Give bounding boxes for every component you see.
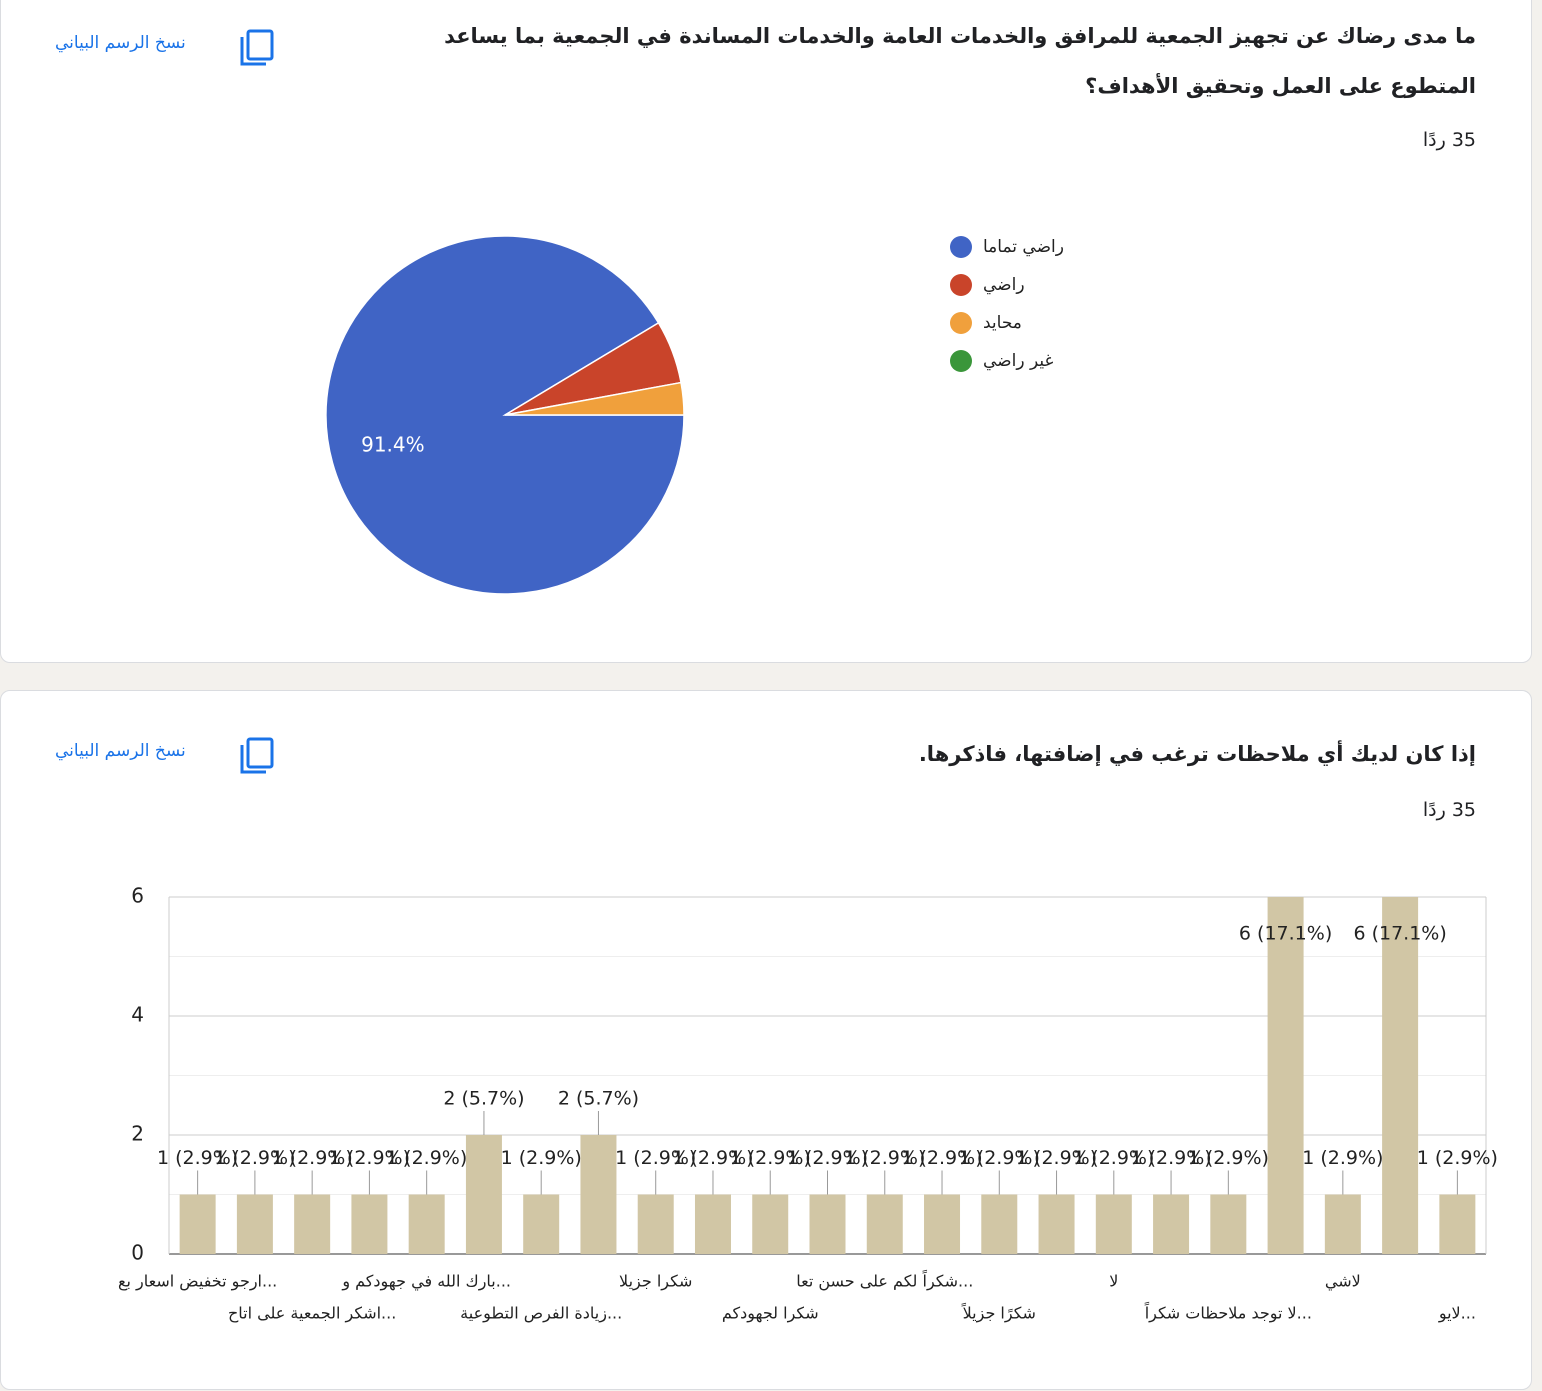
x-tick-label: شكرا لجهودكم xyxy=(722,1304,819,1324)
card: إذا كان لديك أي ملاحظات ترغب في إضافتها،… xyxy=(0,690,1532,1390)
value-label: 1 (2.9%) xyxy=(386,1147,467,1169)
x-tick-label: ارجو تخفيض اسعار بع... xyxy=(118,1272,277,1292)
legend-swatch xyxy=(950,236,972,258)
bar-chart: 0 2 4 6 1 (2.9%) ارجو تخفيض اسعار بع... 1 (2.9… xyxy=(118,884,1498,1324)
legend-label: محايد xyxy=(983,313,1022,333)
bar xyxy=(1210,1194,1247,1254)
bar xyxy=(1382,897,1419,1254)
legend-swatch xyxy=(950,312,972,334)
pie-chart: 91.4% راضي تماما راضي محايد غير راضي xyxy=(325,235,1064,595)
value-label: 1 (2.9%) xyxy=(1073,1147,1154,1169)
bar xyxy=(981,1194,1018,1254)
y-tick-label: 4 xyxy=(131,1003,144,1027)
value-label: 1 (2.9%) xyxy=(157,1147,238,1169)
response-count: 35 ردًا xyxy=(1422,129,1476,151)
value-label: 6 (17.1%) xyxy=(1239,923,1332,945)
x-tick-label: اشكر الجمعية على اتاح... xyxy=(228,1304,396,1324)
x-tick-label: لاشي xyxy=(1325,1272,1361,1292)
bar xyxy=(580,1135,617,1254)
bar xyxy=(294,1194,331,1254)
bar xyxy=(1324,1194,1361,1254)
bar xyxy=(523,1194,560,1254)
bar xyxy=(809,1194,846,1254)
bar xyxy=(408,1194,445,1254)
value-label: 1 (2.9%) xyxy=(501,1147,582,1169)
slice-label: 91.4% xyxy=(361,433,425,457)
value-label: 1 (2.9%) xyxy=(272,1147,353,1169)
value-label: 1 (2.9%) xyxy=(730,1147,811,1169)
value-label: 1 (2.9%) xyxy=(787,1147,868,1169)
value-label: 2 (5.7%) xyxy=(443,1088,524,1110)
bar xyxy=(351,1194,388,1254)
value-label: 1 (2.9%) xyxy=(672,1147,753,1169)
bar xyxy=(1095,1194,1132,1254)
x-tick-label: بارك الله في جهودكم و... xyxy=(341,1272,511,1292)
question-title: إذا كان لديك أي ملاحظات ترغب في إضافتها،… xyxy=(918,742,1476,766)
legend-label: راضي xyxy=(983,275,1025,295)
x-tick-label: شكراً لكم على حسن تعا... xyxy=(796,1269,973,1292)
copy-chart-label[interactable]: نسخ الرسم البياني xyxy=(55,33,186,53)
value-label: 1 (2.9%) xyxy=(844,1147,925,1169)
bar xyxy=(179,1194,216,1254)
response-count: 35 ردًا xyxy=(1422,799,1476,821)
x-tick-label: لا xyxy=(1109,1272,1118,1291)
value-label: 2 (5.7%) xyxy=(558,1088,639,1110)
bar xyxy=(1439,1194,1476,1254)
x-tick-label: لا توجد ملاحظات شكراً... xyxy=(1144,1301,1312,1324)
value-label: 1 (2.9%) xyxy=(1130,1147,1211,1169)
pie-slice xyxy=(504,381,685,416)
value-label: 1 (2.9%) xyxy=(1188,1147,1269,1169)
legend-swatch xyxy=(950,274,972,296)
bar xyxy=(924,1194,961,1254)
value-label: 6 (17.1%) xyxy=(1353,923,1446,945)
bar xyxy=(1267,897,1304,1254)
copy-icon[interactable] xyxy=(239,737,275,775)
y-tick-label: 2 xyxy=(131,1122,144,1146)
value-label: 1 (2.9%) xyxy=(329,1147,410,1169)
value-label: 1 (2.9%) xyxy=(959,1147,1040,1169)
value-label: 1 (2.9%) xyxy=(901,1147,982,1169)
x-tick-label: شكرًا جزيلاً xyxy=(961,1302,1036,1323)
value-label: 1 (2.9%) xyxy=(615,1147,696,1169)
card: ما مدى رضاك عن تجهيز الجمعية للمرافق وال… xyxy=(0,0,1532,663)
bar xyxy=(1153,1194,1190,1254)
value-label: 1 (2.9%) xyxy=(1016,1147,1097,1169)
bar xyxy=(465,1135,502,1254)
bar xyxy=(637,1194,674,1254)
y-tick-label: 0 xyxy=(131,1241,144,1265)
bar xyxy=(866,1194,903,1254)
copy-chart-label[interactable]: نسخ الرسم البياني xyxy=(55,741,186,761)
value-label: 1 (2.9%) xyxy=(214,1147,295,1169)
bar xyxy=(752,1194,789,1254)
x-tick-label: لايو... xyxy=(1438,1304,1476,1324)
x-tick-label: زيادة الفرص التطوعية... xyxy=(460,1304,622,1324)
question-title: ما مدى رضاك عن تجهيز الجمعية للمرافق وال… xyxy=(444,24,1476,98)
copy-icon[interactable] xyxy=(239,29,275,67)
value-label: 1 (2.9%) xyxy=(1302,1147,1383,1169)
legend-label: غير راضي xyxy=(983,351,1053,371)
y-tick-label: 6 xyxy=(131,884,144,908)
bar xyxy=(236,1194,273,1254)
bar xyxy=(1038,1194,1075,1254)
x-tick-label: شكرا جزيلا xyxy=(619,1272,692,1292)
legend-label: راضي تماما xyxy=(983,237,1064,257)
value-label: 1 (2.9%) xyxy=(1417,1147,1498,1169)
legend-swatch xyxy=(950,350,972,372)
bar xyxy=(694,1194,731,1254)
